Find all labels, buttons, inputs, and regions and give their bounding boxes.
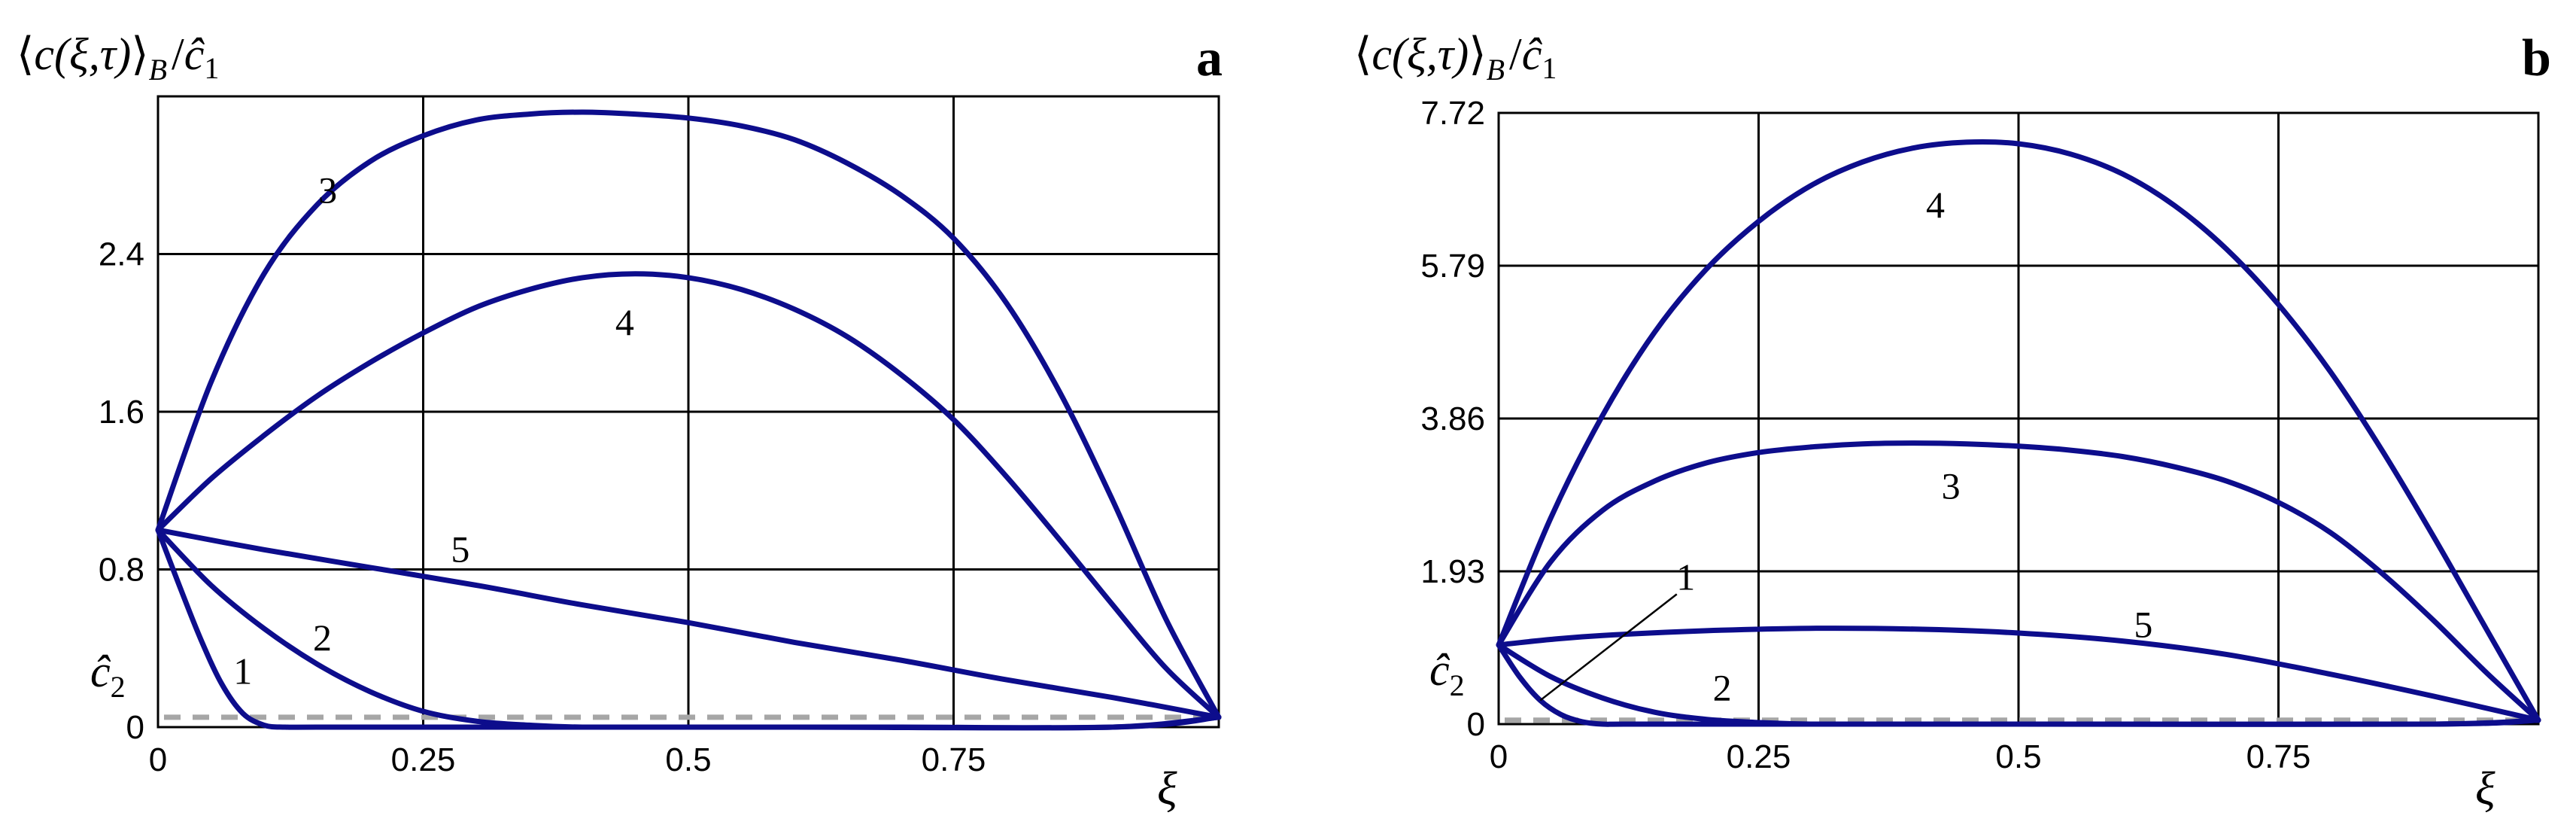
curve-label-3: 3 [318, 169, 337, 212]
series-line-3 [155, 109, 1222, 720]
series-line-2 [155, 527, 1222, 731]
x-tick-label: 0.5 [665, 741, 711, 778]
curve-label-2: 2 [313, 616, 332, 659]
y-tick-labels: 0 1.93 3.86 5.79 7.72 [1420, 95, 1485, 743]
x-tick-label: 0.25 [1727, 738, 1791, 775]
x-tick-labels: 0 0.25 0.5 0.75 [149, 741, 986, 778]
x-tick-label: 0.75 [922, 741, 986, 778]
y-axis-label: ⟨c(ξ,τ)⟩B/ĉ1 [17, 29, 219, 87]
c2-label: ĉ2 [1429, 645, 1465, 702]
y-tick-label: 3.86 [1420, 400, 1485, 437]
y-tick-labels: 0 0.8 1.6 2.4 [99, 236, 144, 747]
y-tick-label: 0 [1467, 706, 1485, 743]
x-tick-label: 0.25 [391, 741, 456, 778]
x-tick-label: 0 [1490, 738, 1508, 775]
curve-label-5: 5 [2134, 604, 2152, 646]
curve-label-5: 5 [451, 528, 469, 570]
series-curves [155, 109, 1222, 731]
series-line-3 [1496, 440, 2541, 723]
x-axis-label: ξ [1157, 763, 1177, 814]
series-line-5 [1496, 626, 2541, 723]
x-tick-label: 0.75 [2246, 738, 2311, 775]
curve-labels: 1 2 3 4 5 [1539, 184, 2152, 709]
y-axis-label: ⟨c(ξ,τ)⟩B/ĉ1 [1354, 29, 1557, 87]
series-line-2 [1496, 642, 2541, 727]
x-tick-labels: 0 0.25 0.5 0.75 [1490, 738, 2311, 775]
grid-lines [1499, 113, 2538, 724]
curve-label-2: 2 [1713, 667, 1732, 709]
y-tick-label: 7.72 [1420, 95, 1485, 132]
curve-label-1: 1 [233, 650, 252, 692]
leader-line [1539, 593, 1678, 702]
curve-labels: 1 2 3 4 5 [233, 169, 634, 692]
c2-label: ĉ2 [90, 647, 126, 704]
grid-lines [158, 96, 1219, 727]
curve-label-4: 4 [1926, 184, 1945, 226]
x-tick-label: 0.5 [1995, 738, 2041, 775]
chart-panel-b: 0 1.93 3.86 5.79 7.72 0 0.25 0.5 0.75 1 2 3 4 5 ⟨c(… [1354, 29, 2551, 814]
x-tick-label: 0 [149, 741, 167, 778]
y-tick-label: 0.8 [99, 552, 144, 589]
series-curves [1496, 138, 2541, 727]
series-line-5 [155, 527, 1222, 720]
y-tick-label: 1.6 [99, 394, 144, 431]
series-line-4 [1496, 138, 2541, 723]
curve-label-1: 1 [1676, 556, 1695, 598]
chart-panel-a: 0 0.8 1.6 2.4 0 0.25 0.5 0.75 1 2 3 4 5 ⟨c(ξ,τ)⟩B /… [17, 29, 1223, 814]
panel-label: b [2522, 29, 2551, 87]
y-tick-label: 2.4 [99, 236, 144, 273]
curve-label-4: 4 [615, 301, 634, 343]
series-line-4 [155, 271, 1222, 720]
curve-label-3: 3 [1942, 464, 1961, 507]
panel-label: a [1196, 29, 1223, 87]
y-tick-label: 5.79 [1420, 248, 1485, 285]
y-tick-label: 1.93 [1420, 553, 1485, 590]
y-tick-label: 0 [126, 709, 144, 746]
x-axis-label: ξ [2475, 763, 2496, 814]
